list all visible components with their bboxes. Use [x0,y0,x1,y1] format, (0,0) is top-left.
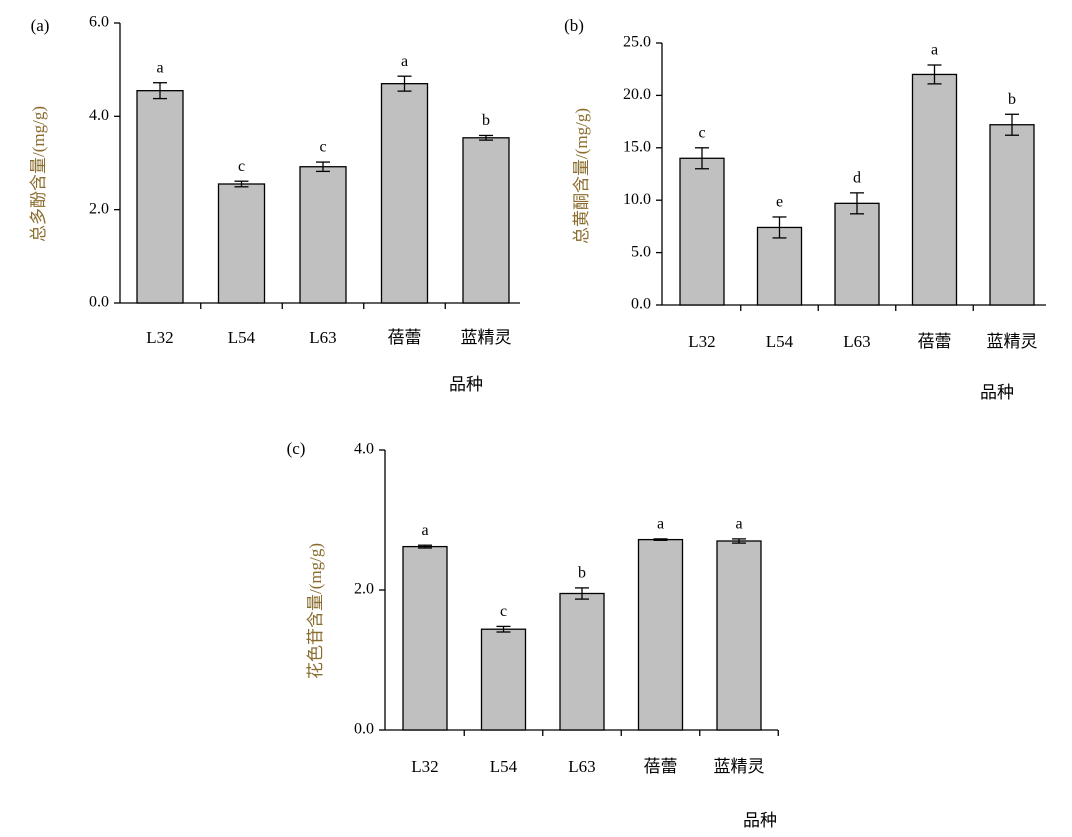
category-label: L63 [568,757,595,776]
panel-label: (b) [564,16,584,35]
category-label: L32 [411,757,438,776]
category-label: L54 [228,328,256,347]
y-tick-label: 0.0 [631,296,651,313]
error-bar [397,75,412,92]
bar-蓓蕾 [911,73,958,306]
bar-L63 [299,166,347,304]
significance-label: a [421,522,428,539]
category-label: L32 [146,328,173,347]
error-bar [496,625,511,633]
significance-label: c [698,124,705,141]
y-tick-label: 15.0 [623,138,651,155]
error-bar [1005,113,1019,136]
significance-label: c [238,158,245,175]
y-tick-label: 0.0 [89,294,109,311]
significance-label: c [500,603,507,620]
bar-L54 [480,628,527,731]
category-label: L63 [843,332,870,351]
error-bar [850,192,864,215]
error-bar [479,134,493,141]
bar-L32 [402,545,448,731]
bar-L32 [679,157,725,306]
category-label: 蓓蕾 [388,328,422,347]
error-bar [316,161,330,173]
category-label: L63 [309,328,336,347]
category-label: L54 [766,332,794,351]
significance-label: a [735,516,742,533]
significance-label: a [401,53,408,70]
y-tick-label: 0.0 [354,721,374,738]
significance-label: b [1008,91,1016,108]
y-tick-label: 2.0 [354,581,374,598]
bar-L63 [559,592,605,731]
y-axis-title: 总黄酮含量/(mg/g) [572,108,591,244]
y-tick-label: 20.0 [623,86,651,103]
y-tick-label: 5.0 [631,243,651,260]
significance-label: b [482,112,490,129]
y-axis-title: 总多酚含量/(mg/g) [29,106,48,242]
category-label: 蓓蕾 [918,332,952,351]
chart-panel-c: (c) 0.0 2.0 4.0 花色苷含量/(mg/g) a L32 c L54 b L63 a 蓓蕾 a… [287,439,779,830]
bar-蓝精灵 [462,137,510,304]
error-bar [653,538,668,541]
category-label: 蓓蕾 [644,757,678,776]
y-axis-title: 花色苷含量/(mg/g) [306,543,325,679]
bar-蓝精灵 [716,540,762,731]
category-label: L54 [490,757,518,776]
error-bar [418,544,432,549]
chart-panel-b: (b) 0.0 5.0 10.0 15.0 20.0 25.0 总黄酮含量/(mg/g) c L3… [564,16,1046,402]
significance-label: a [657,516,664,533]
error-bar [772,216,787,239]
category-label: L32 [688,332,715,351]
bar-蓓蕾 [380,83,429,304]
significance-label: b [578,565,586,582]
y-tick-label: 10.0 [623,191,651,208]
y-tick-label: 4.0 [354,441,374,458]
error-bar [234,180,249,188]
bar-蓝精灵 [989,124,1035,306]
y-tick-label: 25.0 [623,34,651,51]
bar-L63 [834,202,880,306]
x-axis-title: 品种 [743,811,777,830]
significance-label: c [319,139,326,156]
y-tick-label: 4.0 [89,107,109,124]
error-bar [695,147,709,170]
category-label: 蓝精灵 [987,332,1038,351]
error-bar [927,64,942,85]
bar-L32 [136,90,184,304]
panel-label: (a) [31,16,50,35]
bar-L54 [217,183,266,304]
category-label: 蓝精灵 [461,328,512,347]
error-bar [575,587,589,600]
chart-panel-a: (a) 0.0 2.0 4.0 6.0 总多酚含量/(mg/g) a L32 c L54 c L63 a… [29,14,520,394]
significance-label: d [853,170,861,187]
bar-L54 [756,226,803,306]
error-bar [153,82,167,100]
y-tick-label: 2.0 [89,200,109,217]
y-tick-label: 6.0 [89,14,109,31]
category-label: 蓝精灵 [714,757,765,776]
error-bar [732,538,746,544]
significance-label: a [931,42,938,59]
panel-label: (c) [287,439,306,458]
x-axis-title: 品种 [449,375,483,394]
x-axis-title: 品种 [980,383,1014,402]
significance-label: a [156,59,163,76]
bar-蓓蕾 [637,538,684,731]
significance-label: e [776,194,783,211]
